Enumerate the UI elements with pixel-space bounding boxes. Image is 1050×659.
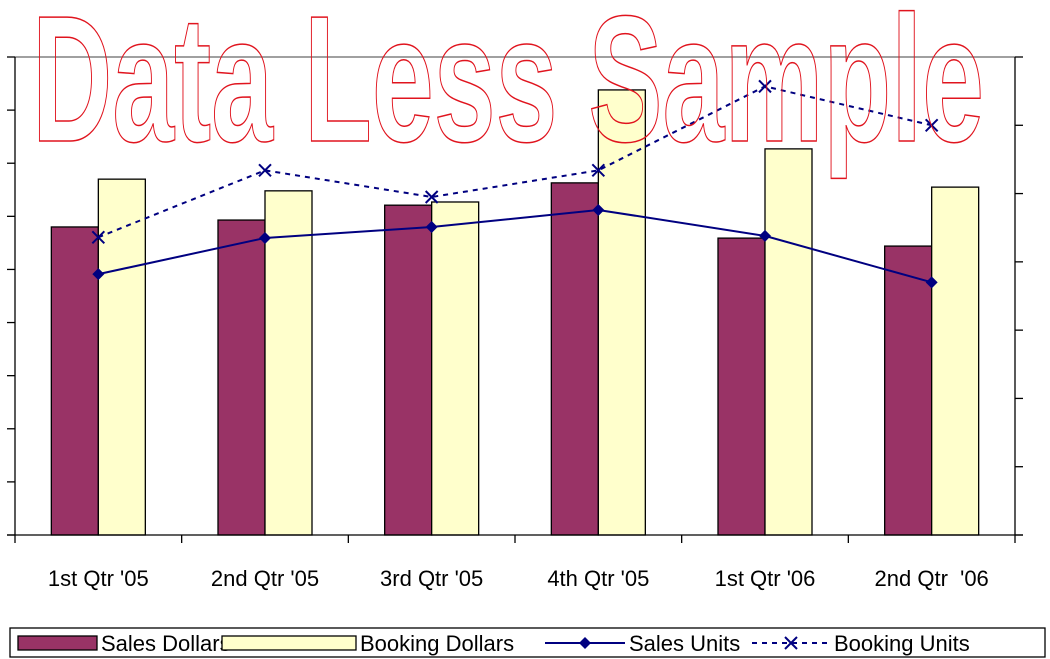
x-tick-label: 2nd Qtr '05: [211, 566, 319, 591]
legend-label: Booking Dollars: [360, 631, 514, 656]
legend-label: Sales Dollars: [101, 631, 231, 656]
legend-swatch: [221, 635, 357, 651]
line: [97, 85, 932, 239]
x-tick-label: 2nd Qtr '06: [875, 566, 989, 591]
bar: [884, 245, 933, 536]
x-tick-label: 3rd Qtr '05: [380, 566, 483, 591]
legend: Sales Dollars Booking Dollars Sales Units B…: [9, 627, 1046, 658]
marker-x: [924, 118, 939, 132]
bar: [217, 219, 266, 536]
watermark: Data Less Sample: [32, 0, 984, 180]
bar: [50, 226, 99, 536]
marker-x: [91, 230, 106, 244]
marker-diamond: [579, 637, 591, 649]
x-tick-label: 1st Qtr '05: [48, 566, 149, 591]
marker-x: [758, 79, 772, 94]
marker-x: [591, 163, 606, 178]
x-tick-label: 1st Qtr '06: [715, 566, 816, 591]
marker-x: [258, 163, 272, 178]
bar: [97, 178, 146, 536]
bar: [384, 204, 433, 536]
marker-diamond: [759, 229, 771, 242]
marker-diamond: [425, 221, 438, 234]
line: [98, 208, 932, 284]
marker-diamond: [92, 268, 105, 281]
marker-diamond: [259, 231, 271, 244]
legend-label: Booking Units: [834, 631, 970, 656]
bar: [264, 190, 313, 536]
bar: [931, 186, 980, 536]
legend-label: Sales Units: [629, 631, 740, 656]
bar: [764, 148, 813, 536]
x-tick-label: 4th Qtr '05: [547, 566, 649, 591]
bar: [550, 182, 599, 536]
marker-diamond: [925, 276, 938, 289]
bar: [431, 201, 480, 536]
marker-diamond: [592, 203, 605, 216]
bar: [717, 237, 766, 536]
legend-box: [9, 627, 1046, 658]
marker-x: [784, 636, 798, 650]
marker-x: [424, 190, 439, 204]
legend-swatch: [17, 635, 98, 651]
